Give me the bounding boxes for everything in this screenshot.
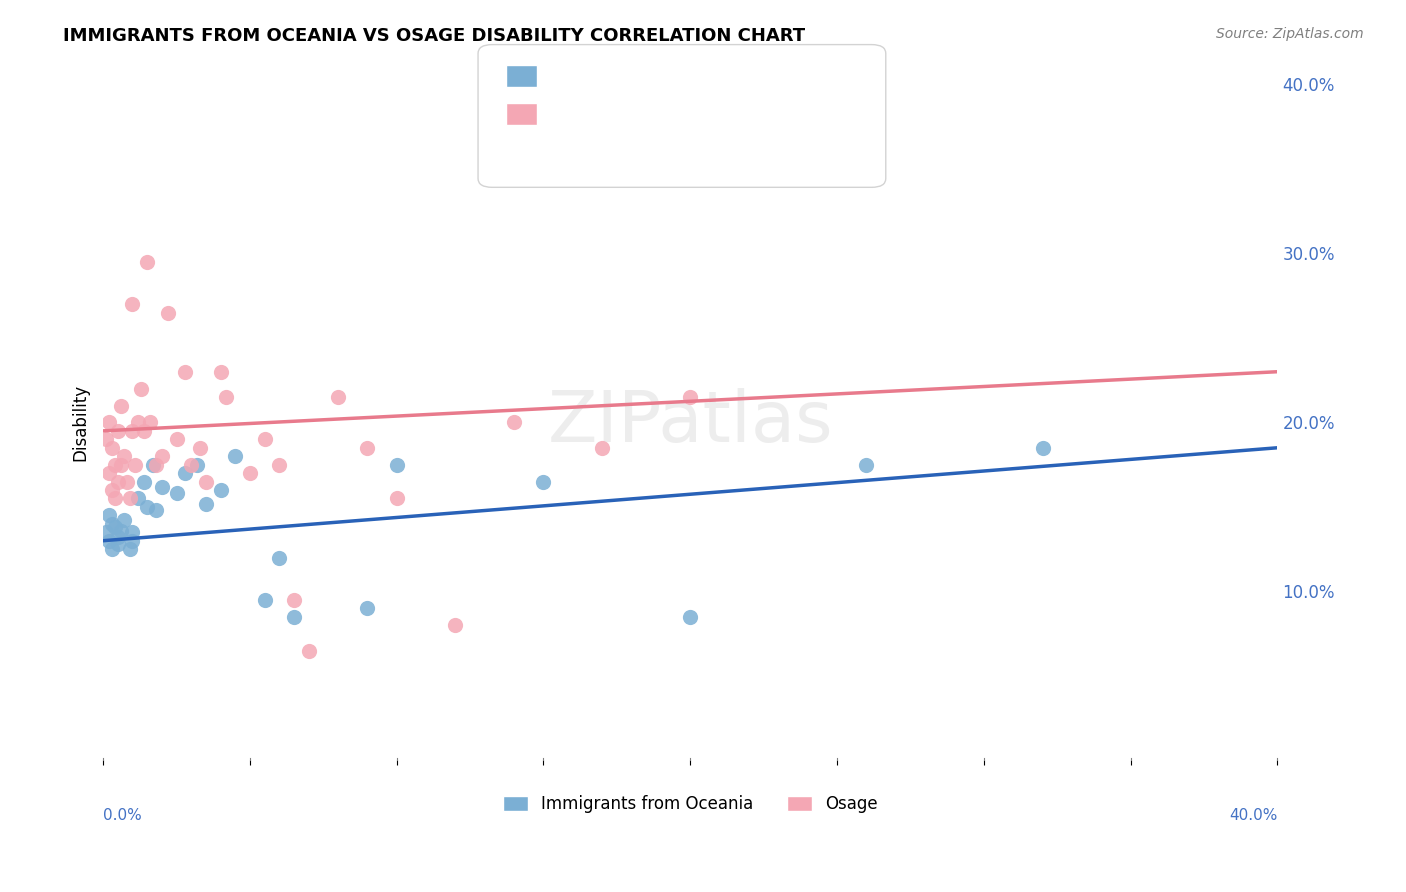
- Point: [136, 500, 159, 514]
- Point: [101, 441, 124, 455]
- Point: [107, 424, 129, 438]
- Text: IMMIGRANTS FROM OCEANIA VS OSAGE DISABILITY CORRELATION CHART: IMMIGRANTS FROM OCEANIA VS OSAGE DISABIL…: [63, 27, 806, 45]
- Y-axis label: Disability: Disability: [72, 384, 89, 461]
- Point: [356, 601, 378, 615]
- Point: [194, 497, 217, 511]
- Point: [94, 525, 117, 540]
- Point: [139, 416, 162, 430]
- Point: [101, 516, 124, 531]
- Text: ZIPatlas: ZIPatlas: [547, 388, 834, 457]
- Point: [110, 458, 132, 472]
- Point: [145, 503, 167, 517]
- Point: [209, 365, 232, 379]
- Text: R = 0.147   N = 34: R = 0.147 N = 34: [541, 76, 699, 94]
- Point: [188, 441, 211, 455]
- Point: [121, 533, 143, 548]
- Point: [1031, 441, 1053, 455]
- Point: [107, 530, 129, 544]
- Point: [112, 449, 135, 463]
- Point: [107, 475, 129, 489]
- Point: [150, 480, 173, 494]
- Point: [98, 466, 121, 480]
- Point: [142, 458, 165, 472]
- Point: [224, 449, 246, 463]
- Point: [156, 305, 179, 319]
- Point: [679, 390, 702, 404]
- Text: Source: ZipAtlas.com: Source: ZipAtlas.com: [1216, 27, 1364, 41]
- Point: [112, 513, 135, 527]
- Point: [94, 433, 117, 447]
- Point: [298, 643, 321, 657]
- Point: [136, 255, 159, 269]
- Point: [855, 458, 877, 472]
- Point: [134, 424, 156, 438]
- Point: [127, 491, 149, 506]
- Point: [209, 483, 232, 497]
- Point: [174, 365, 197, 379]
- Point: [121, 424, 143, 438]
- Point: [145, 458, 167, 472]
- Point: [98, 508, 121, 523]
- Point: [215, 390, 238, 404]
- Point: [118, 491, 141, 506]
- Point: [533, 475, 555, 489]
- Point: [118, 542, 141, 557]
- Point: [101, 542, 124, 557]
- Point: [591, 441, 613, 455]
- Legend: Immigrants from Oceania, Osage: Immigrants from Oceania, Osage: [496, 789, 884, 820]
- Point: [356, 441, 378, 455]
- Point: [124, 458, 146, 472]
- Point: [110, 524, 132, 538]
- Point: [269, 458, 291, 472]
- Point: [194, 475, 217, 489]
- Point: [385, 458, 408, 472]
- Point: [104, 458, 127, 472]
- Point: [107, 537, 129, 551]
- Point: [127, 416, 149, 430]
- Point: [180, 458, 202, 472]
- Point: [385, 491, 408, 506]
- Point: [444, 618, 467, 632]
- Point: [101, 483, 124, 497]
- Point: [253, 433, 276, 447]
- Text: 40.0%: 40.0%: [1229, 808, 1278, 822]
- Point: [166, 486, 188, 500]
- Point: [269, 550, 291, 565]
- Point: [110, 399, 132, 413]
- Point: [174, 466, 197, 480]
- Point: [150, 449, 173, 463]
- Point: [283, 609, 305, 624]
- Point: [98, 533, 121, 548]
- Point: [98, 416, 121, 430]
- Text: R = 0.107   N = 44: R = 0.107 N = 44: [541, 112, 699, 129]
- Point: [186, 458, 208, 472]
- Point: [104, 491, 127, 506]
- Point: [115, 475, 138, 489]
- Point: [253, 592, 276, 607]
- Point: [326, 390, 349, 404]
- Point: [104, 520, 127, 534]
- Point: [121, 297, 143, 311]
- Point: [166, 433, 188, 447]
- Point: [239, 466, 262, 480]
- Point: [283, 592, 305, 607]
- Text: 0.0%: 0.0%: [103, 808, 142, 822]
- Point: [121, 525, 143, 540]
- Point: [679, 609, 702, 624]
- Point: [134, 475, 156, 489]
- Point: [129, 382, 152, 396]
- Point: [503, 416, 526, 430]
